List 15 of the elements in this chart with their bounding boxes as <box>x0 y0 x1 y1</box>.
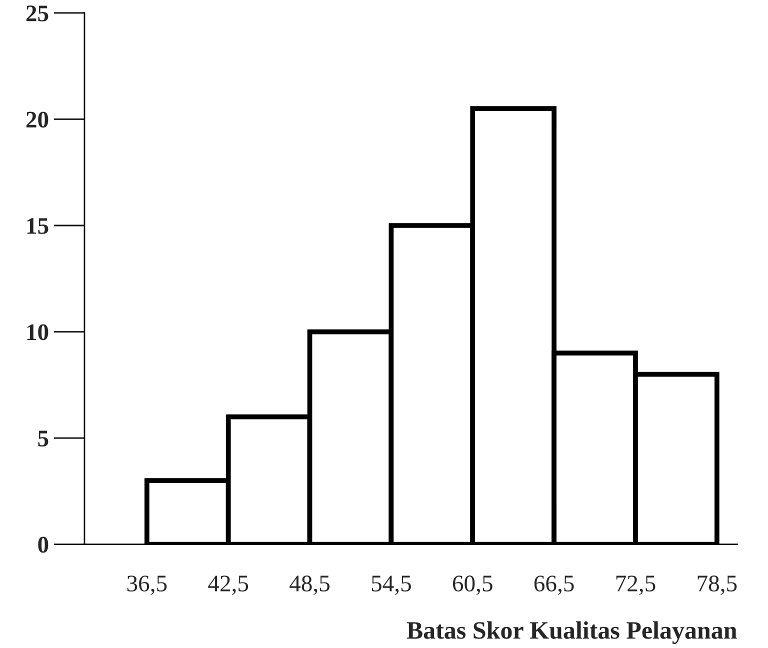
x-tick-label: 78,5 <box>698 576 737 595</box>
x-tick-label: 48,5 <box>290 576 330 595</box>
x-tick-label: 66,5 <box>534 576 574 595</box>
y-tick-label: 15 <box>27 218 48 234</box>
y-tick-label: 20 <box>26 112 48 128</box>
y-tick-label: 5 <box>38 430 48 446</box>
y-tick-label: 25 <box>26 6 48 22</box>
y-tick-label: 10 <box>27 324 48 340</box>
y-tick-label: 0 <box>38 536 48 553</box>
x-tick-label: 36,5 <box>127 576 167 595</box>
x-tick-label: 42,5 <box>208 576 248 595</box>
x-tick-label: 54,5 <box>372 576 411 595</box>
x-axis-title: Batas Skor Kualitas Pelayanan <box>406 621 737 644</box>
x-tick-label: 60,5 <box>452 576 492 595</box>
x-tick-label: 72,5 <box>616 576 656 595</box>
